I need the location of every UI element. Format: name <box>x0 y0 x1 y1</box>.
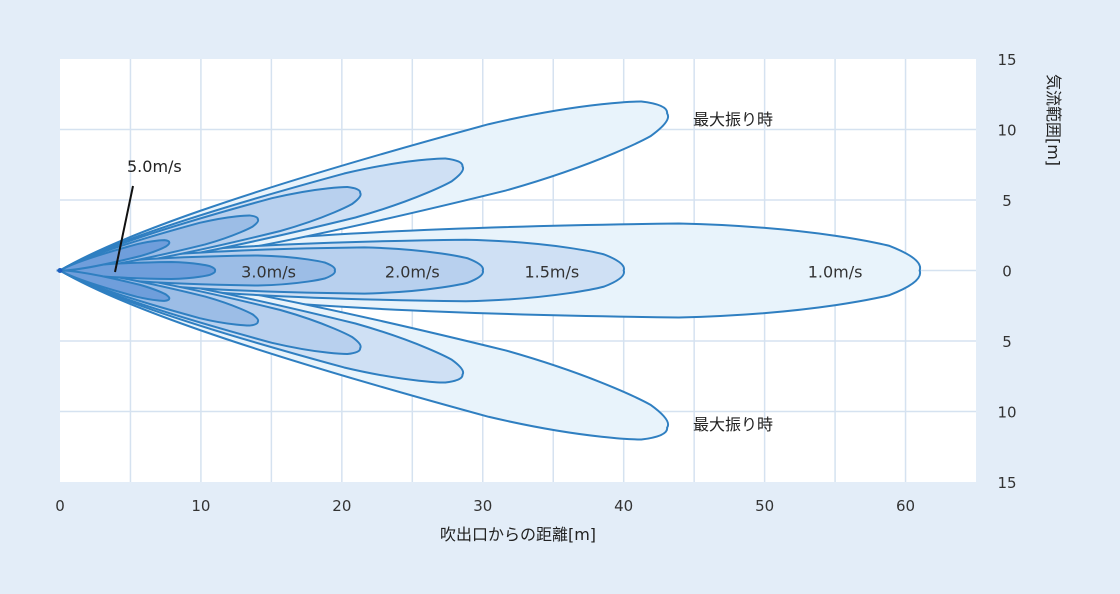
plume-5-0m-s-1 <box>56 239 171 272</box>
label-speed_2: 2.0m/s <box>385 263 440 282</box>
origin-point <box>57 268 63 273</box>
plume-labels: 3.0m/s 2.0m/s 1.5m/s 1.0m/s <box>241 263 862 282</box>
y-tick-label: 15 <box>997 51 1016 69</box>
x-tick-label: 40 <box>614 497 633 515</box>
label-speed_1_5: 1.5m/s <box>524 263 579 282</box>
y-tick-label: 5 <box>1002 192 1012 210</box>
plumes <box>56 100 922 441</box>
y-tick-label: 10 <box>997 122 1016 140</box>
y-tick-label: 0 <box>1002 263 1012 281</box>
y-tick-label: 15 <box>997 474 1016 492</box>
x-tick-label: 0 <box>55 497 65 515</box>
annotation-max-swing-bottom: 最大振り時 <box>693 415 773 434</box>
annotation-leader-line <box>114 185 134 273</box>
x-tick-label: 20 <box>332 497 351 515</box>
annotation-speed-5: 5.0m/s <box>127 157 182 176</box>
x-tick-label: 10 <box>191 497 210 515</box>
y-axis-title: 気流範囲[m] <box>1044 74 1063 166</box>
label-speed_1: 1.0m/s <box>808 263 863 282</box>
x-tick-label: 50 <box>755 497 774 515</box>
x-tick-label: 30 <box>473 497 492 515</box>
annotation-max-swing-top: 最大振り時 <box>693 110 773 129</box>
label-speed_3: 3.0m/s <box>241 263 296 282</box>
y-tick-label: 5 <box>1002 333 1012 351</box>
y-tick-label: 10 <box>997 404 1016 422</box>
x-axis-title: 吹出口からの距離[m] <box>440 525 596 544</box>
plume-5-0m-s-2 <box>56 269 171 302</box>
x-tick-label: 60 <box>896 497 915 515</box>
